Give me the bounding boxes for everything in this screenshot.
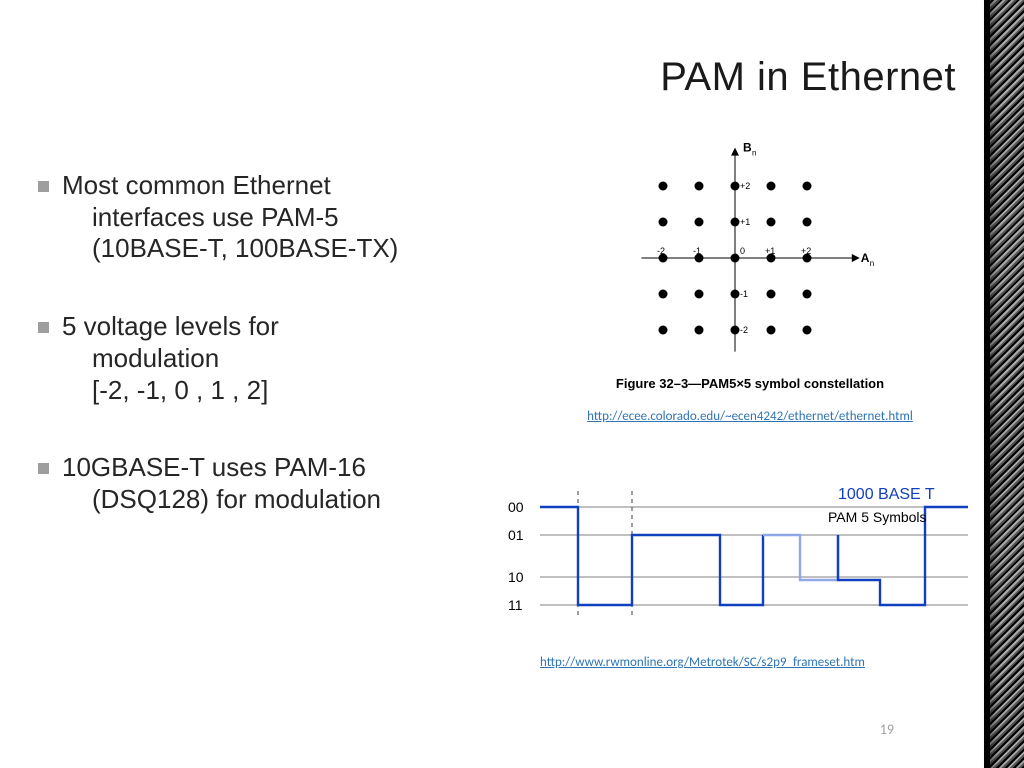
svg-text:11: 11 (508, 597, 523, 613)
bullet-line: interfaces use PAM-5 (62, 202, 468, 234)
page-title: PAM in Ethernet (660, 55, 956, 100)
bullet-line: 10GBASE-T uses PAM-16 (62, 452, 366, 482)
bullet-line: [-2, -1, 0 , 1 , 2] (62, 375, 468, 407)
slide: PAM in Ethernet Most common Ethernet int… (0, 0, 1024, 768)
svg-text:PAM 5 Symbols: PAM 5 Symbols (828, 509, 927, 525)
bullet-line: (DSQ128) for modulation (62, 484, 468, 516)
decorative-edge (990, 0, 1024, 768)
svg-text:00: 00 (508, 499, 524, 515)
reference-link[interactable]: http://ecee.colorado.edu/~ecen4242/ether… (535, 409, 965, 424)
svg-text:B: B (743, 141, 752, 155)
bullet-list: Most common Ethernet interfaces use PAM-… (38, 170, 468, 562)
bullet-line: Most common Ethernet (62, 170, 331, 200)
svg-text:+2: +2 (740, 181, 750, 191)
svg-text:1000 BASE T: 1000 BASE T (838, 486, 935, 503)
constellation-figure: BnAn-2-2-1-10+1+1+2+2 Figure 32–3—PAM5×5… (535, 130, 965, 424)
constellation-svg: BnAn-2-2-1-10+1+1+2+2 (585, 130, 915, 370)
svg-text:01: 01 (508, 527, 524, 543)
svg-text:A: A (861, 251, 870, 265)
figure-caption: Figure 32–3—PAM5×5 symbol constellation (535, 376, 965, 391)
bullet-line: (10BASE-T, 100BASE-TX) (62, 233, 468, 265)
waveform-figure: 00 01 10 11 1000 BASE T PAM 5 Symbols http://… (500, 485, 975, 670)
bullet-item: Most common Ethernet interfaces use PAM-… (38, 170, 468, 265)
page-number: 19 (880, 721, 894, 738)
svg-text:n: n (870, 259, 874, 268)
waveform-svg: 00 01 10 11 1000 BASE T PAM 5 Symbols (500, 485, 975, 625)
bullet-line: 5 voltage levels for (62, 311, 279, 341)
bullet-item: 5 voltage levels for modulation [-2, -1,… (38, 311, 468, 406)
bullet-item: 10GBASE-T uses PAM-16 (DSQ128) for modul… (38, 452, 468, 515)
svg-text:+1: +1 (740, 217, 750, 227)
svg-text:n: n (752, 149, 756, 158)
reference-link[interactable]: http://www.rwmonline.org/Metrotek/SC/s2p… (540, 655, 975, 670)
svg-text:-1: -1 (740, 289, 748, 299)
bullet-line: modulation (62, 343, 468, 375)
svg-text:0: 0 (740, 246, 745, 256)
svg-text:10: 10 (508, 569, 524, 585)
svg-text:-2: -2 (740, 325, 748, 335)
